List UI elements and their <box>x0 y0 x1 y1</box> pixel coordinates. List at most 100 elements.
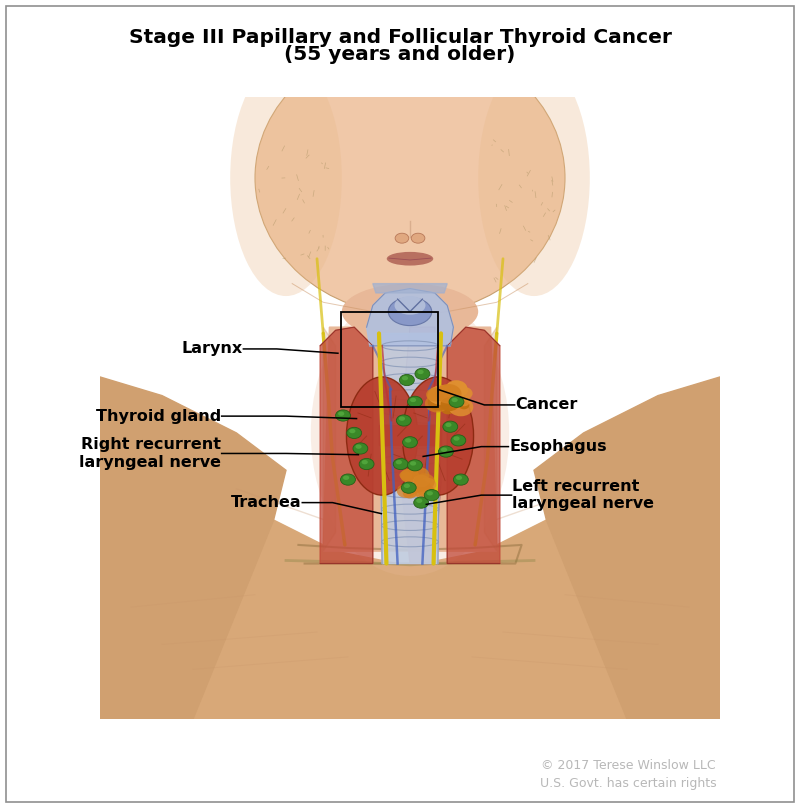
Ellipse shape <box>410 461 416 465</box>
Ellipse shape <box>458 398 470 406</box>
Ellipse shape <box>410 482 424 493</box>
Ellipse shape <box>230 60 342 296</box>
Ellipse shape <box>406 484 423 497</box>
Ellipse shape <box>446 386 458 394</box>
Ellipse shape <box>438 446 454 457</box>
Ellipse shape <box>310 290 509 576</box>
Ellipse shape <box>402 473 412 480</box>
Text: Right recurrent
laryngeal nerve: Right recurrent laryngeal nerve <box>79 437 221 469</box>
Ellipse shape <box>386 252 434 266</box>
Ellipse shape <box>451 396 467 408</box>
Ellipse shape <box>429 385 455 405</box>
Text: Cancer: Cancer <box>515 398 578 412</box>
Text: Trachea: Trachea <box>231 495 302 510</box>
Ellipse shape <box>415 480 430 491</box>
Ellipse shape <box>449 396 464 407</box>
Ellipse shape <box>451 398 466 409</box>
Ellipse shape <box>440 397 453 406</box>
Ellipse shape <box>454 474 468 485</box>
Ellipse shape <box>456 476 462 480</box>
Ellipse shape <box>342 284 478 339</box>
Ellipse shape <box>435 384 462 404</box>
Ellipse shape <box>431 389 454 407</box>
Ellipse shape <box>405 438 411 443</box>
Ellipse shape <box>478 60 590 296</box>
Ellipse shape <box>442 405 454 415</box>
Ellipse shape <box>396 460 402 465</box>
Ellipse shape <box>359 458 374 469</box>
Ellipse shape <box>428 393 450 410</box>
Ellipse shape <box>458 396 470 404</box>
Ellipse shape <box>255 41 565 315</box>
Ellipse shape <box>447 395 463 408</box>
Ellipse shape <box>415 368 430 380</box>
Ellipse shape <box>426 388 445 402</box>
Ellipse shape <box>411 234 425 243</box>
Ellipse shape <box>350 429 355 433</box>
Ellipse shape <box>427 390 444 402</box>
Text: Thyroid gland: Thyroid gland <box>96 409 221 423</box>
Ellipse shape <box>402 376 408 381</box>
Ellipse shape <box>346 427 362 439</box>
Ellipse shape <box>444 392 455 401</box>
Ellipse shape <box>362 460 368 465</box>
Polygon shape <box>401 327 441 564</box>
Ellipse shape <box>400 469 419 483</box>
Ellipse shape <box>402 377 474 495</box>
Ellipse shape <box>433 393 453 408</box>
Ellipse shape <box>407 486 414 491</box>
Ellipse shape <box>407 396 422 407</box>
Bar <box>341 312 438 406</box>
Ellipse shape <box>402 472 414 481</box>
Ellipse shape <box>399 471 410 479</box>
Ellipse shape <box>418 370 424 374</box>
Text: © 2017 Terese Winslow LLC
U.S. Govt. has certain rights: © 2017 Terese Winslow LLC U.S. Govt. has… <box>540 759 716 789</box>
Ellipse shape <box>443 421 458 432</box>
Polygon shape <box>485 327 497 551</box>
Polygon shape <box>100 396 720 719</box>
Ellipse shape <box>455 387 473 400</box>
Ellipse shape <box>413 475 430 487</box>
Ellipse shape <box>396 415 411 426</box>
Polygon shape <box>373 284 447 293</box>
Ellipse shape <box>446 423 451 427</box>
Ellipse shape <box>451 435 466 446</box>
Ellipse shape <box>458 401 470 410</box>
Ellipse shape <box>353 443 368 454</box>
Ellipse shape <box>346 377 418 495</box>
Ellipse shape <box>343 476 350 480</box>
Ellipse shape <box>341 474 355 485</box>
Ellipse shape <box>404 484 410 488</box>
Ellipse shape <box>402 482 416 493</box>
Ellipse shape <box>446 381 467 397</box>
Ellipse shape <box>410 467 430 482</box>
Polygon shape <box>323 327 497 551</box>
Ellipse shape <box>417 486 428 494</box>
Text: Stage III Papillary and Follicular Thyroid Cancer: Stage III Papillary and Follicular Thyro… <box>129 28 671 48</box>
Text: (55 years and older): (55 years and older) <box>284 45 516 65</box>
Ellipse shape <box>402 488 417 499</box>
Ellipse shape <box>394 458 408 469</box>
Text: Esophagus: Esophagus <box>510 439 607 454</box>
Ellipse shape <box>397 484 415 498</box>
Ellipse shape <box>414 497 429 508</box>
Ellipse shape <box>399 416 405 421</box>
Ellipse shape <box>441 397 459 411</box>
Polygon shape <box>534 377 720 719</box>
Polygon shape <box>320 327 373 564</box>
Polygon shape <box>379 426 441 445</box>
Ellipse shape <box>424 490 439 501</box>
Ellipse shape <box>388 297 432 326</box>
Ellipse shape <box>425 394 449 412</box>
Ellipse shape <box>426 491 433 495</box>
Ellipse shape <box>402 436 418 448</box>
Ellipse shape <box>410 398 416 402</box>
Ellipse shape <box>414 484 434 499</box>
Polygon shape <box>323 327 336 551</box>
Ellipse shape <box>454 436 459 440</box>
Ellipse shape <box>394 296 426 314</box>
Ellipse shape <box>355 444 362 448</box>
Ellipse shape <box>399 374 414 385</box>
Ellipse shape <box>418 489 429 496</box>
Polygon shape <box>379 334 441 564</box>
